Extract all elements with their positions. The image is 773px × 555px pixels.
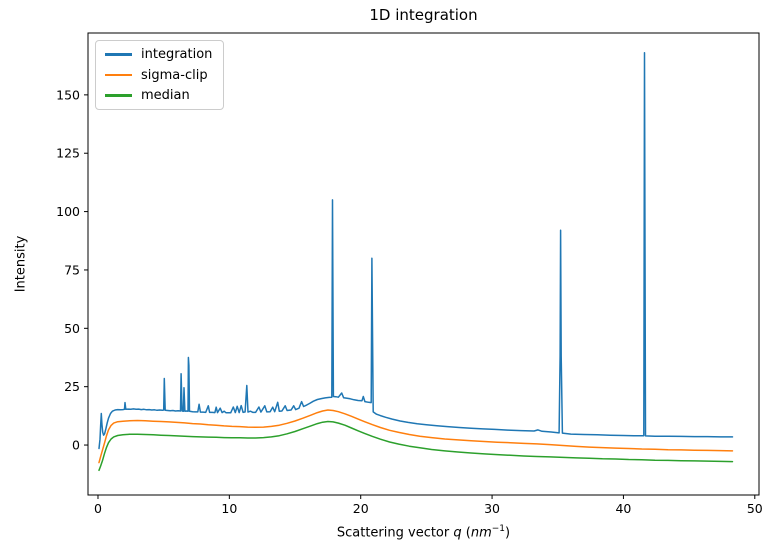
legend: integration sigma-clip median bbox=[95, 40, 225, 110]
legend-line-swatch bbox=[105, 73, 132, 77]
legend-label: sigma-clip bbox=[141, 67, 208, 83]
xlabel-open-paren: ( bbox=[461, 525, 471, 541]
y-tick-label: 25 bbox=[64, 379, 80, 394]
xlabel-prefix: Scattering vector bbox=[336, 525, 454, 541]
legend-label: integration bbox=[141, 47, 213, 62]
legend-item-median: median bbox=[105, 89, 212, 102]
y-tick-label: 125 bbox=[56, 146, 80, 161]
x-tick-label: 40 bbox=[615, 501, 631, 516]
legend-item-integration: integration bbox=[105, 48, 212, 61]
series-line-integration bbox=[98, 52, 734, 450]
legend-line-swatch bbox=[105, 94, 132, 97]
legend-item-sigma-clip: sigma-clip bbox=[105, 69, 212, 82]
legend-label: median bbox=[141, 88, 190, 103]
x-tick-label: 20 bbox=[353, 501, 369, 516]
x-tick-label: 30 bbox=[484, 501, 500, 516]
x-axis-label: Scattering vector q (nm−1) bbox=[88, 524, 759, 540]
x-tick-label: 10 bbox=[221, 501, 237, 516]
y-tick-label: 0 bbox=[72, 438, 80, 453]
y-tick-label: 75 bbox=[64, 262, 80, 277]
series-line-sigma-clip bbox=[98, 409, 734, 464]
xlabel-exponent: −1 bbox=[491, 524, 506, 534]
y-tick-label: 150 bbox=[56, 87, 80, 102]
series-line-median bbox=[98, 420, 734, 472]
y-tick-label: 100 bbox=[56, 204, 80, 219]
xlabel-unit: nm bbox=[470, 525, 492, 541]
x-tick-label: 0 bbox=[94, 501, 102, 516]
xlabel-close-paren: ) bbox=[505, 525, 511, 541]
plot-frame bbox=[87, 32, 760, 496]
chart-title: 1D integration bbox=[369, 6, 478, 24]
x-tick-label: 50 bbox=[747, 501, 763, 516]
y-tick-label: 50 bbox=[64, 321, 80, 336]
legend-line-swatch bbox=[105, 53, 132, 56]
xlabel-variable: q bbox=[453, 525, 462, 541]
y-axis-label: Intensity bbox=[13, 235, 29, 293]
